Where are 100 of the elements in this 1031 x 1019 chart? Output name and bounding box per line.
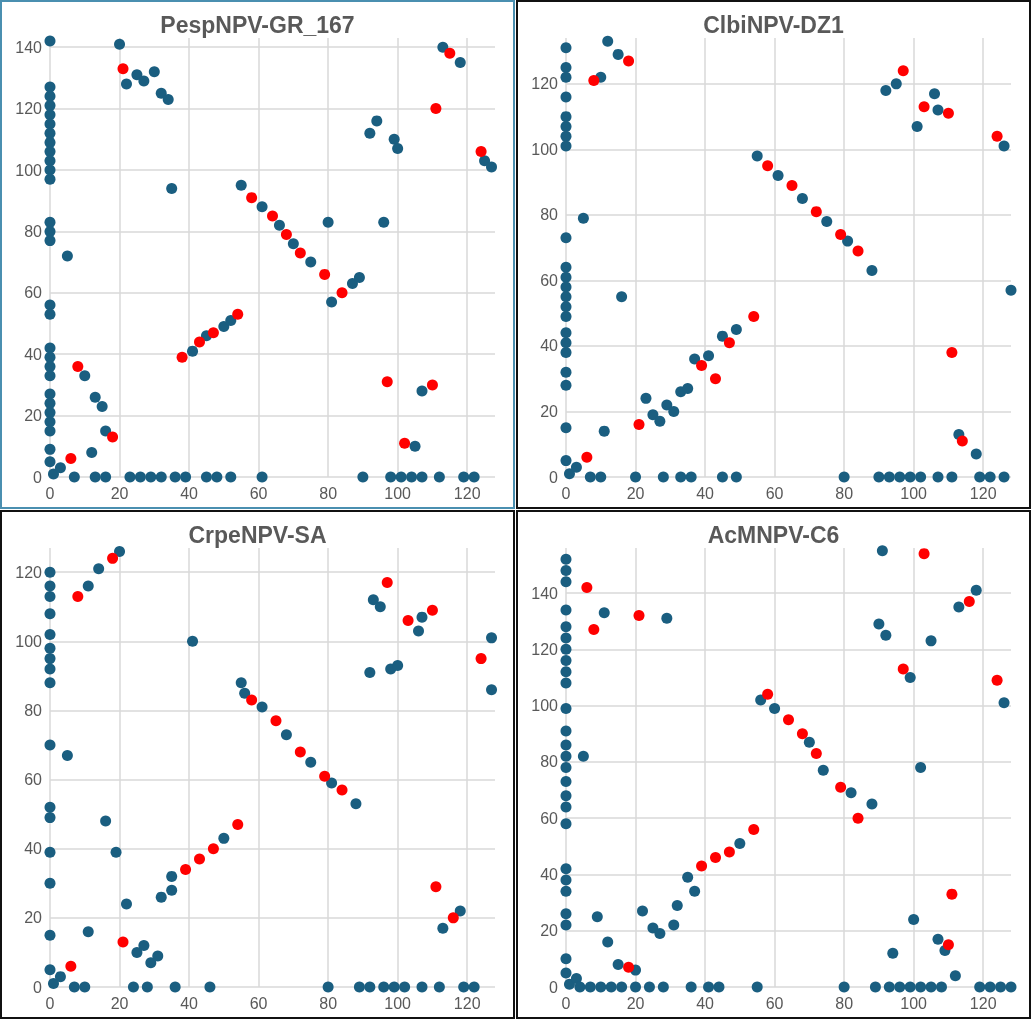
point xyxy=(963,595,975,607)
point xyxy=(430,881,442,893)
point xyxy=(723,337,735,349)
y-tick-label: 100 xyxy=(531,697,559,715)
y-tick-label: 80 xyxy=(540,206,559,224)
point xyxy=(426,604,438,616)
point xyxy=(581,451,593,463)
point xyxy=(918,101,930,113)
point xyxy=(748,823,760,835)
point xyxy=(232,308,244,320)
point xyxy=(399,437,411,449)
point xyxy=(748,310,760,322)
point xyxy=(852,245,864,257)
point xyxy=(588,624,600,636)
y-tick-label: 0 xyxy=(549,978,559,996)
point xyxy=(232,819,244,831)
point xyxy=(267,210,278,222)
y-tick-label: 40 xyxy=(540,865,559,883)
point xyxy=(402,615,414,627)
x-tick-label: 120 xyxy=(453,484,481,502)
point xyxy=(246,192,258,204)
x-tick-label: 0 xyxy=(561,994,571,1012)
y-tick-label: 60 xyxy=(540,271,559,289)
y-tick-label: 140 xyxy=(531,584,559,602)
point xyxy=(176,351,188,363)
x-tick-label: 80 xyxy=(835,484,854,502)
point xyxy=(835,781,847,793)
x-tick-label: 100 xyxy=(384,994,412,1012)
x-tick-label: 40 xyxy=(696,994,715,1012)
point xyxy=(207,843,219,855)
y-tick-label: 0 xyxy=(549,468,559,486)
point xyxy=(319,268,331,280)
point xyxy=(475,146,487,158)
point xyxy=(65,960,77,972)
y-tick-label: 120 xyxy=(531,75,559,93)
point xyxy=(942,107,954,119)
point xyxy=(956,435,968,447)
x-tick-label: 40 xyxy=(696,484,715,502)
point xyxy=(72,590,84,602)
point xyxy=(180,863,192,875)
point xyxy=(117,936,129,948)
y-tick-label: 80 xyxy=(24,222,43,240)
point xyxy=(280,228,292,240)
point xyxy=(710,852,721,864)
point xyxy=(783,714,794,726)
point xyxy=(194,853,205,865)
point xyxy=(762,160,774,172)
y-tick-label: 20 xyxy=(24,407,43,425)
x-tick-label: 100 xyxy=(900,484,928,502)
point xyxy=(246,694,258,706)
point xyxy=(381,577,393,589)
point xyxy=(796,728,808,740)
x-tick-label: 40 xyxy=(180,484,199,502)
point xyxy=(835,229,847,241)
y-tick-label: 60 xyxy=(24,771,43,789)
point xyxy=(194,336,205,348)
y-tick-label: 120 xyxy=(531,640,559,658)
x-tick-label: 60 xyxy=(249,994,268,1012)
chart-title: CrpeNPV-SA xyxy=(188,521,327,548)
chart-title: ClbiNPV-DZ1 xyxy=(703,11,844,38)
y-tick-label: 100 xyxy=(15,632,43,650)
x-tick-label: 80 xyxy=(319,994,338,1012)
point xyxy=(942,939,954,951)
y-tick-label: 20 xyxy=(540,402,559,420)
x-tick-label: 100 xyxy=(384,484,412,502)
point xyxy=(946,888,958,900)
x-tick-label: 120 xyxy=(969,994,997,1012)
y-tick-label: 120 xyxy=(15,563,43,581)
point xyxy=(270,715,282,727)
y-tick-label: 0 xyxy=(33,978,43,996)
x-tick-label: 20 xyxy=(626,484,645,502)
point xyxy=(623,961,635,973)
x-tick-label: 80 xyxy=(835,994,854,1012)
x-tick-label: 60 xyxy=(765,994,784,1012)
y-tick-label: 40 xyxy=(24,840,43,858)
y-tick-label: 120 xyxy=(15,100,43,118)
point xyxy=(762,688,774,700)
point xyxy=(447,912,459,924)
point xyxy=(696,860,708,872)
chart-title: AcMNPV-C6 xyxy=(707,521,840,548)
x-tick-label: 120 xyxy=(969,484,997,502)
point xyxy=(723,846,735,858)
point xyxy=(294,247,306,259)
point xyxy=(444,47,456,59)
point xyxy=(581,581,593,593)
x-tick-label: 80 xyxy=(319,484,338,502)
y-tick-label: 140 xyxy=(15,38,43,56)
point xyxy=(107,431,119,443)
point xyxy=(852,812,864,824)
x-tick-label: 20 xyxy=(110,484,129,502)
point xyxy=(319,770,331,782)
x-tick-label: 20 xyxy=(110,994,129,1012)
point xyxy=(633,419,645,431)
point xyxy=(107,552,119,564)
x-tick-label: 120 xyxy=(453,994,481,1012)
point xyxy=(117,63,129,75)
point xyxy=(336,287,348,299)
chart-title: PespNPV-GR_167 xyxy=(160,11,355,38)
point xyxy=(588,75,600,87)
x-tick-label: 60 xyxy=(249,484,268,502)
